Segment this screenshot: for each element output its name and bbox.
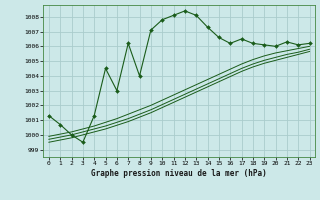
X-axis label: Graphe pression niveau de la mer (hPa): Graphe pression niveau de la mer (hPa) [91,169,267,178]
